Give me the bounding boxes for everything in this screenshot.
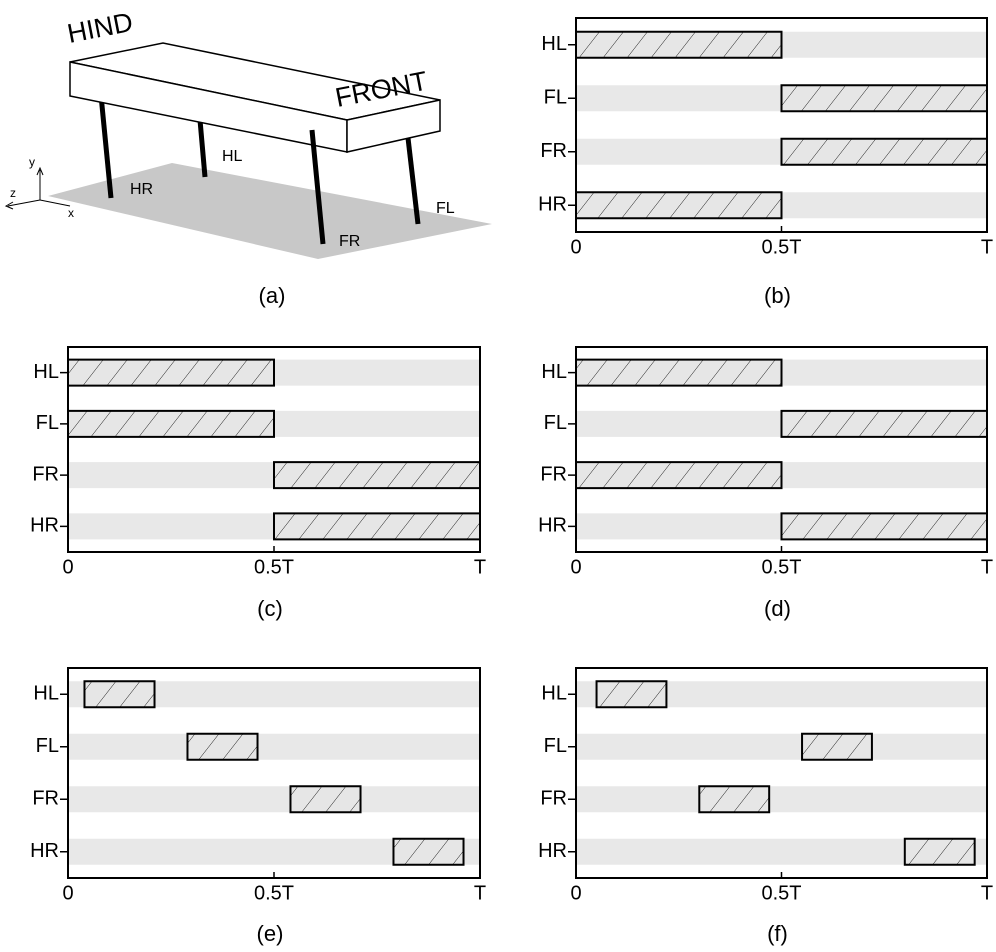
axis-label: x [68, 206, 74, 220]
x-tick-label: 0 [62, 556, 73, 578]
leg [200, 120, 205, 177]
stance-bar [576, 32, 782, 58]
x-tick-label: T [474, 556, 486, 578]
floor [48, 163, 492, 259]
x-tick-label: T [474, 882, 486, 904]
y-tick-label: HL [33, 683, 59, 705]
y-tick-label: HR [30, 840, 59, 862]
y-tick-label: FL [544, 735, 567, 757]
x-tick-label: 0 [570, 882, 581, 904]
x-tick-label: T [981, 556, 993, 578]
y-tick-label: FL [544, 87, 567, 109]
row-stripe [68, 786, 480, 812]
stance-bar [290, 786, 360, 812]
y-tick-label: FR [32, 463, 59, 485]
y-tick-label: HR [538, 840, 567, 862]
caption: (c) [257, 596, 283, 621]
stance-bar [782, 85, 988, 111]
x-tick-label: 0.5T [761, 236, 801, 258]
stance-bar [782, 411, 988, 437]
stance-bar [782, 513, 988, 539]
x-tick-label: 0.5T [761, 882, 801, 904]
caption: (e) [257, 921, 284, 946]
x-tick-label: 0 [62, 882, 73, 904]
x-tick-label: 0 [570, 236, 581, 258]
y-tick-label: FR [540, 140, 567, 162]
x-tick-label: 0.5T [254, 556, 294, 578]
stance-bar [274, 513, 480, 539]
y-tick-label: HR [538, 194, 567, 216]
row-stripe [576, 786, 987, 812]
stance-bar [68, 411, 274, 437]
stance-bar [802, 734, 872, 760]
stance-bar [393, 839, 463, 865]
y-tick-label: HR [538, 515, 567, 537]
stance-bar [597, 681, 667, 707]
caption: (f) [767, 921, 788, 946]
stance-bar [576, 192, 782, 218]
y-tick-label: FL [36, 735, 59, 757]
stance-bar [699, 786, 769, 812]
row-stripe [68, 734, 480, 760]
leg-label: FL [436, 200, 455, 217]
y-tick-label: HR [30, 515, 59, 537]
axis-label: z [10, 186, 16, 200]
x-tick-label: T [981, 882, 993, 904]
leg-label: FR [339, 233, 360, 250]
x-tick-label: T [981, 236, 993, 258]
x-tick-label: 0.5T [254, 882, 294, 904]
y-tick-label: HL [541, 33, 567, 55]
robot-diagram: HIND FRONT HL HR FR FL y z x (a) [6, 7, 492, 308]
leg-label: HL [222, 148, 243, 165]
figure: HIND FRONT HL HR FR FL y z x (a) HL FL FR H… [0, 0, 996, 952]
stance-bar [576, 462, 782, 488]
leg-label: HR [130, 181, 153, 198]
y-tick-label: FR [540, 463, 567, 485]
hind-label: HIND [65, 7, 136, 49]
stance-bar [84, 681, 154, 707]
caption: (a) [259, 283, 286, 308]
caption: (b) [764, 283, 791, 308]
y-tick-label: FR [540, 788, 567, 810]
stance-bar [274, 462, 480, 488]
y-tick-label: HL [33, 361, 59, 383]
stance-bar [187, 734, 257, 760]
row-stripe [576, 734, 987, 760]
x-tick-label: 0 [570, 556, 581, 578]
x-tick-label: 0.5T [761, 556, 801, 578]
stance-bar [576, 360, 782, 386]
y-tick-label: FL [36, 412, 59, 434]
stance-bar [905, 839, 975, 865]
y-tick-label: HL [541, 361, 567, 383]
y-tick-label: FL [544, 412, 567, 434]
y-tick-label: FR [32, 788, 59, 810]
stance-bar [68, 360, 274, 386]
caption: (d) [764, 596, 791, 621]
axis-label: y [29, 155, 35, 169]
stance-bar [782, 139, 988, 165]
y-tick-label: HL [541, 683, 567, 705]
